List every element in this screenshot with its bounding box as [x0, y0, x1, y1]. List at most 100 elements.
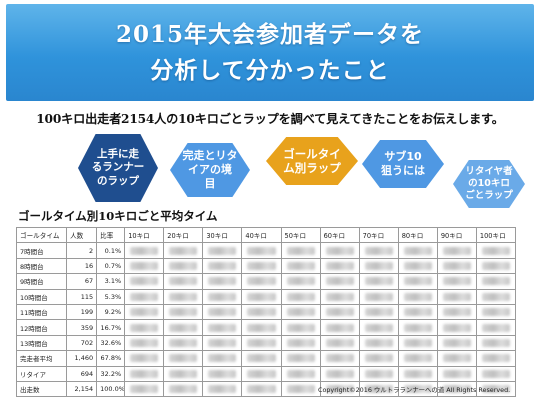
blurred-value	[286, 385, 315, 394]
blurred-value	[325, 308, 354, 317]
blurred-lap-time-cell	[319, 242, 360, 259]
topic-hexagon-finish-retire-boundary[interactable]: 完走とリタ イアの境 目	[170, 143, 250, 197]
blurred-lap-time-cell	[241, 319, 282, 336]
blurred-value	[247, 277, 276, 286]
table-header: 70キロ	[358, 226, 399, 244]
blurred-value	[286, 369, 315, 378]
row-count: 199	[66, 303, 98, 321]
blurred-lap-time-cell	[397, 365, 438, 382]
blurred-value	[169, 385, 198, 394]
blurred-value	[247, 292, 276, 301]
blurred-value	[247, 246, 276, 255]
blurred-lap-time-cell	[358, 350, 399, 367]
blurred-value	[325, 338, 354, 347]
blurred-lap-time-cell	[280, 350, 321, 367]
blurred-value	[481, 323, 510, 332]
blurred-lap-time-cell	[280, 303, 321, 321]
blurred-lap-time-cell	[163, 257, 204, 275]
blurred-lap-time-cell	[397, 288, 438, 305]
banner-title-line1: 2015年大会参加者データを	[115, 21, 424, 48]
blurred-lap-time-cell	[358, 273, 399, 290]
blurred-lap-time-cell	[202, 334, 243, 352]
blurred-value	[325, 385, 354, 394]
table-header: 比率	[96, 226, 126, 244]
blurred-value	[481, 308, 510, 317]
blurred-value	[403, 369, 432, 378]
table-header: 40キロ	[241, 226, 282, 244]
blurred-lap-time-cell	[241, 334, 282, 352]
topic-hexagon-goal-time-laps[interactable]: ゴールタイ ム別ラップ	[266, 137, 358, 185]
blurred-value	[364, 369, 393, 378]
blurred-value	[403, 385, 432, 394]
blurred-value	[364, 338, 393, 347]
blurred-lap-time-cell	[319, 273, 360, 290]
blurred-value	[208, 385, 237, 394]
table-header: 20キロ	[163, 226, 204, 244]
lap-time-table: ゴールタイム 人数 比率 10キロ 20キロ 30キロ 40キロ 50キロ 60…	[15, 226, 517, 398]
blurred-value	[247, 369, 276, 378]
table-row: 出走数 2,154 100.0%	[15, 380, 517, 398]
blurred-value	[286, 261, 315, 270]
table-header: ゴールタイム	[15, 226, 68, 244]
blurred-value	[442, 261, 471, 270]
blurred-lap-time-cell	[124, 257, 165, 275]
blurred-lap-time-cell	[124, 242, 165, 259]
blurred-lap-time-cell	[124, 273, 165, 290]
blurred-lap-time-cell	[124, 334, 165, 352]
table-row: 完走者平均 1,460 67.8%	[15, 350, 517, 367]
blurred-value	[403, 338, 432, 347]
blurred-lap-time-cell	[202, 380, 243, 398]
blurred-value	[169, 277, 198, 286]
blurred-lap-time-cell	[241, 273, 282, 290]
blurred-value	[208, 261, 237, 270]
table-header: 90キロ	[436, 226, 477, 244]
topic-hexagon-good-runner-laps[interactable]: 上手に走 るランナー のラップ	[78, 134, 158, 202]
blurred-value	[169, 338, 198, 347]
blurred-lap-time-cell	[475, 303, 517, 321]
table-header: 人数	[66, 226, 98, 244]
blurred-value	[481, 292, 510, 301]
section-title: ゴールタイム別10キロごと平均タイム	[18, 209, 218, 223]
blurred-lap-time-cell	[319, 288, 360, 305]
blurred-value	[364, 308, 393, 317]
blurred-lap-time-cell	[397, 380, 438, 398]
row-ratio: 3.1%	[96, 273, 126, 290]
blurred-value	[208, 323, 237, 332]
topic-hexagon-sub10[interactable]: サブ10 狙うには	[362, 140, 444, 188]
blurred-value	[286, 323, 315, 332]
blurred-value	[130, 308, 159, 317]
blurred-lap-time-cell	[319, 365, 360, 382]
row-count: 115	[66, 288, 98, 305]
copyright-text: Copyright©2016 ウルトラランナーへの道 All Rights Re…	[318, 386, 511, 394]
blurred-value	[442, 338, 471, 347]
blurred-value	[442, 308, 471, 317]
blurred-lap-time-cell	[358, 365, 399, 382]
blurred-lap-time-cell	[163, 334, 204, 352]
blurred-value	[169, 246, 198, 255]
row-count: 2,154	[66, 380, 98, 398]
blurred-lap-time-cell	[241, 303, 282, 321]
blurred-lap-time-cell	[280, 380, 321, 398]
blurred-lap-time-cell	[202, 257, 243, 275]
blurred-value	[130, 385, 159, 394]
row-ratio: 32.2%	[96, 365, 126, 382]
blurred-lap-time-cell	[202, 273, 243, 290]
row-label: 13時間台	[15, 334, 68, 352]
blurred-value	[169, 369, 198, 378]
blurred-lap-time-cell	[397, 303, 438, 321]
blurred-value	[403, 354, 432, 363]
blurred-lap-time-cell	[241, 242, 282, 259]
blurred-value	[364, 323, 393, 332]
blurred-lap-time-cell	[397, 334, 438, 352]
row-label: 8時間台	[15, 257, 68, 275]
topic-hexagon-label: サブ10 狙うには	[381, 150, 425, 177]
blurred-lap-time-cell	[124, 288, 165, 305]
blurred-lap-time-cell	[358, 257, 399, 275]
table-header: 30キロ	[202, 226, 243, 244]
blurred-value	[130, 323, 159, 332]
row-label: リタイア	[15, 365, 68, 382]
topic-hexagon-retiree-laps[interactable]: リタイヤ者 の10キロ ごとラップ	[453, 160, 525, 208]
blurred-value	[481, 354, 510, 363]
blurred-value	[247, 308, 276, 317]
blurred-lap-time-cell	[397, 242, 438, 259]
